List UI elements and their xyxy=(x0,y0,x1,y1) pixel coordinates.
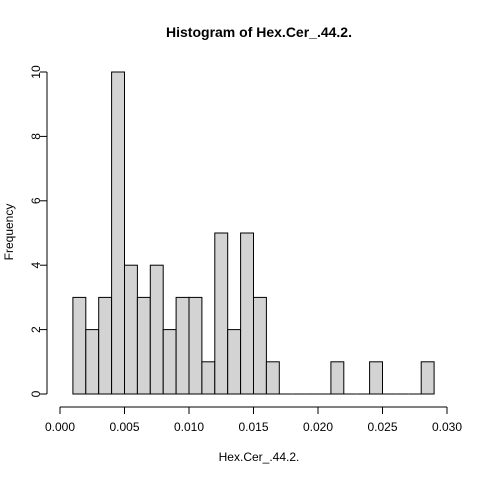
histogram-bar-2 xyxy=(98,296,113,395)
y-tick-label-2: 4 xyxy=(29,262,43,269)
histogram-bar-14 xyxy=(253,296,267,395)
x-axis: 0.000 0.005 0.010 0.015 0.020 0.025 0.030 xyxy=(45,406,462,434)
histogram-bar-20 xyxy=(330,361,345,395)
bars-group xyxy=(72,71,435,395)
histogram-bar-11 xyxy=(214,232,229,395)
y-tick-label-5: 10 xyxy=(29,65,43,79)
y-tick-label-3: 6 xyxy=(29,197,43,204)
y-tick-label-1: 2 xyxy=(29,326,43,333)
histogram-bar-7 xyxy=(162,329,177,395)
histogram-bar-9 xyxy=(188,296,203,395)
histogram-bar-8 xyxy=(175,296,190,395)
histogram-bar-27 xyxy=(420,361,435,395)
x-tick-label-0: 0.000 xyxy=(45,420,75,434)
chart-title: Histogram of Hex.Cer_.44.2. xyxy=(166,24,352,40)
histogram-bar-15 xyxy=(265,361,280,395)
histogram-bar-13 xyxy=(240,232,255,395)
x-tick-label-5: 0.025 xyxy=(367,420,397,434)
histogram-bar-5 xyxy=(136,296,151,395)
x-tick-label-1: 0.005 xyxy=(109,420,139,434)
histogram-bar-1 xyxy=(85,329,100,395)
histogram-bar-10 xyxy=(201,361,216,395)
x-tick-label-4: 0.020 xyxy=(303,420,333,434)
histogram-bar-12 xyxy=(227,329,242,395)
histogram-bar-23 xyxy=(369,361,384,395)
histogram-bar-0 xyxy=(72,296,87,395)
histogram-bar-4 xyxy=(124,264,138,395)
x-tick-label-2: 0.010 xyxy=(174,420,204,434)
y-tick-label-0: 0 xyxy=(29,390,43,397)
x-tick-label-6: 0.030 xyxy=(432,420,462,434)
y-axis: 0 2 4 6 8 10 xyxy=(29,65,48,397)
x-axis-label: Hex.Cer_.44.2. xyxy=(219,450,300,464)
histogram-bar-6 xyxy=(149,264,164,395)
y-axis-label: Frequency xyxy=(2,204,16,261)
x-tick-label-3: 0.015 xyxy=(238,420,268,434)
y-tick-label-4: 8 xyxy=(29,133,43,140)
histogram-bar-3 xyxy=(111,71,125,395)
